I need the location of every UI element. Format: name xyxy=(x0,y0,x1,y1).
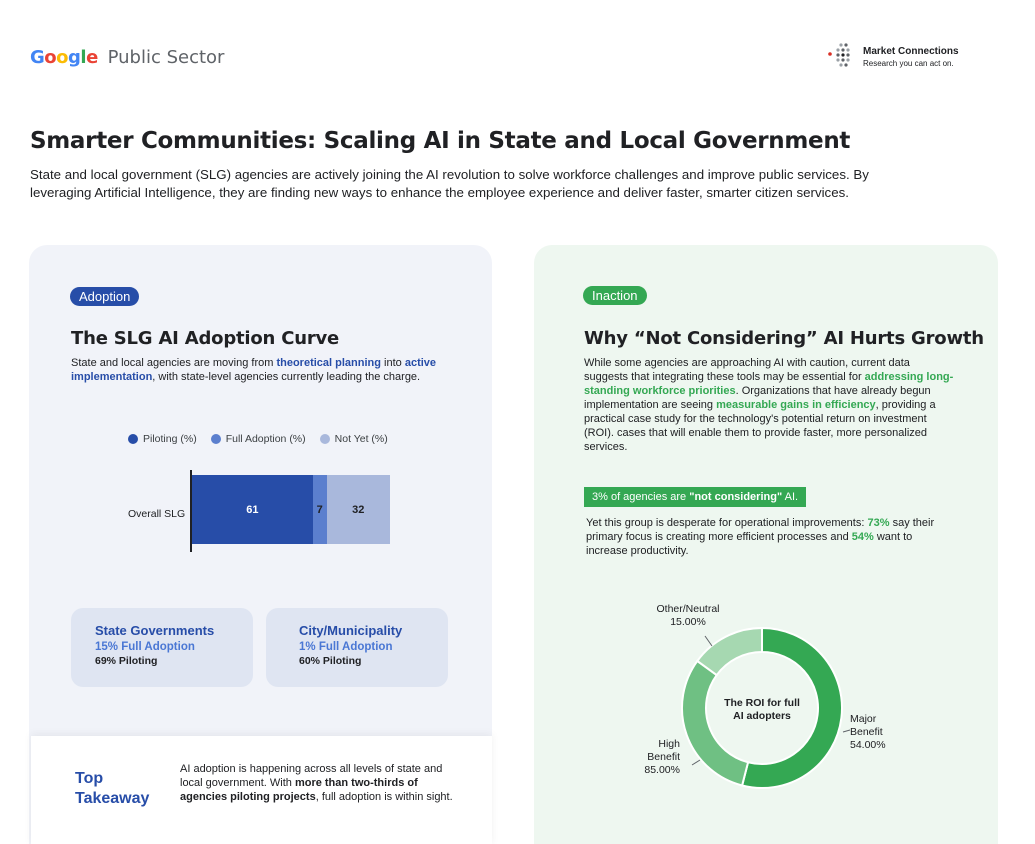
stat-piloting: 69% Piloting xyxy=(95,655,158,667)
stat-full-adoption: 15% Full Adoption xyxy=(95,641,195,653)
partner-tagline: Research you can act on. xyxy=(863,59,954,68)
donut-slice-label: Benefit xyxy=(850,726,883,738)
adoption-title: The SLG AI Adoption Curve xyxy=(71,328,340,349)
legend-label: Full Adoption (%) xyxy=(225,433,306,445)
inaction-tag: Inaction xyxy=(583,286,647,305)
top-takeaway-card: Top Takeaway AI adoption is happening ac… xyxy=(31,736,492,844)
legend-item: Full Adoption (%) xyxy=(210,433,306,445)
page-title: Smarter Communities: Scaling AI in State… xyxy=(30,128,851,154)
brand-suffix: Public Sector xyxy=(107,47,225,68)
google-logo: Google xyxy=(30,47,98,68)
donut-slice-label: Other/Neutral xyxy=(656,603,719,615)
stat-card-city: City/Municipality 1% Full Adoption 60% P… xyxy=(266,608,448,687)
stat-piloting: 60% Piloting xyxy=(299,655,362,667)
legend-swatch xyxy=(210,434,221,444)
stat-title: State Governments xyxy=(95,623,215,638)
inaction-title: Why “Not Considering” AI Hurts Growth xyxy=(584,328,984,349)
legend-item: Not Yet (%) xyxy=(319,433,388,445)
market-connections-logo: Market Connections Research you can act … xyxy=(827,42,967,72)
stat-card-state: State Governments 15% Full Adoption 69% … xyxy=(71,608,253,687)
group-text: Yet this group is desperate for operatio… xyxy=(586,517,935,557)
chart-legend: Piloting (%) Full Adoption (%) Not Yet (%) xyxy=(128,433,388,445)
bar-segment: 32 xyxy=(326,475,390,544)
legend-label: Piloting (%) xyxy=(143,433,197,445)
legend-swatch xyxy=(319,434,330,444)
donut-center-label: The ROI for full xyxy=(724,697,800,709)
inaction-panel xyxy=(534,245,998,844)
adoption-text: State and local agencies are moving from… xyxy=(71,357,437,383)
partner-name: Market Connections xyxy=(863,46,959,57)
adoption-bar-chart: Overall SLG 61 7 32 xyxy=(120,470,440,555)
bar-track: 61 7 32 xyxy=(192,475,390,544)
donut-slice-label: 54.00% xyxy=(850,739,886,751)
donut-leader-line xyxy=(704,635,713,647)
market-connections-dots-icon xyxy=(828,43,850,67)
legend-label: Not Yet (%) xyxy=(334,433,388,445)
legend-swatch xyxy=(128,434,138,444)
stat-full-adoption: 1% Full Adoption xyxy=(299,641,393,653)
takeaway-label: Top Takeaway xyxy=(75,770,150,807)
bar-axis xyxy=(190,470,192,552)
donut-center-label: AI adopters xyxy=(733,710,791,722)
donut-slice-label: High xyxy=(658,738,680,750)
google-public-sector-logo: Google Public Sector xyxy=(30,47,224,68)
adoption-tag: Adoption xyxy=(70,287,140,306)
donut-leader-line xyxy=(691,759,701,766)
donut-slice xyxy=(695,626,763,677)
donut-slice-label: Benefit xyxy=(647,751,680,763)
legend-item: Piloting (%) xyxy=(128,433,197,445)
bar-segment: 61 xyxy=(192,475,313,544)
roi-donut-chart: The ROI for full AI adopters Major Benefit 5… xyxy=(630,590,930,820)
not-considering-callout: 3% of agencies are "not considering" AI. xyxy=(584,487,807,507)
donut-slice xyxy=(681,659,750,787)
donut-slice-label: 85.00% xyxy=(644,764,680,776)
bar-segment: 7 xyxy=(312,475,327,544)
bar-category-label: Overall SLG xyxy=(128,508,186,520)
donut-slice-label: 15.00% xyxy=(670,616,706,628)
page-intro: State and local government (SLG) agencie… xyxy=(30,167,869,200)
donut-slice-label: Major xyxy=(850,713,877,725)
donut-leader-line xyxy=(842,729,851,733)
stat-title: City/Municipality xyxy=(299,623,403,638)
inaction-text: While some agencies are approaching AI w… xyxy=(584,357,954,453)
donut-slice xyxy=(740,626,843,789)
takeaway-text: AI adoption is happening across all leve… xyxy=(180,763,453,803)
